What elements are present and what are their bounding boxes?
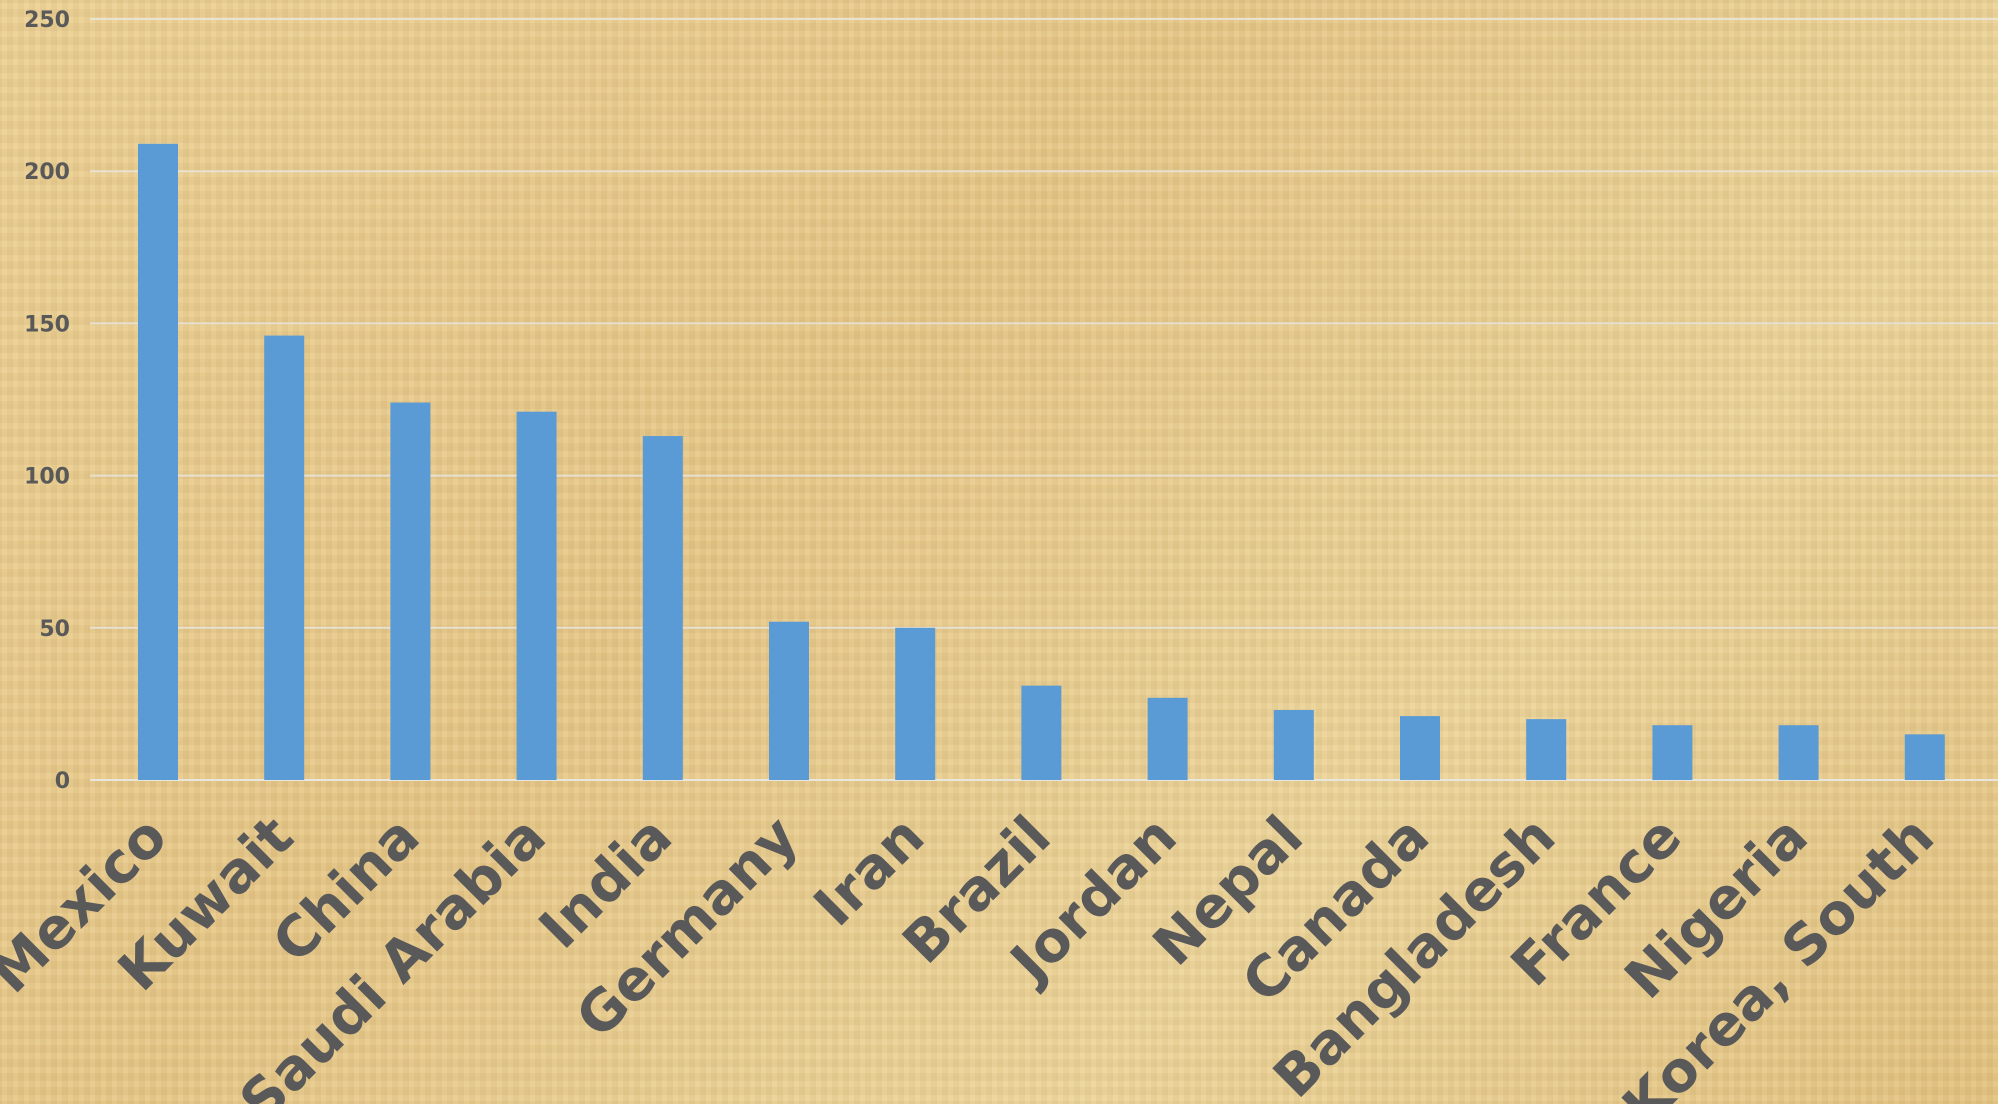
bar-jordan bbox=[1147, 697, 1188, 780]
bar-india bbox=[642, 436, 683, 780]
bar-nepal bbox=[1273, 709, 1314, 780]
bar-china bbox=[390, 402, 431, 780]
y-tick-label: 200 bbox=[24, 160, 70, 185]
y-tick-label: 250 bbox=[24, 8, 70, 33]
y-tick-label: 150 bbox=[24, 312, 70, 337]
y-tick-label: 0 bbox=[55, 769, 70, 794]
gridlines bbox=[90, 18, 1998, 781]
bar-bangladesh bbox=[1526, 719, 1567, 780]
bar-brazil bbox=[1021, 685, 1062, 780]
bar-kuwait bbox=[264, 335, 305, 780]
bar-mexico bbox=[138, 143, 178, 780]
y-axis-tick-labels: 0 50 100 150 200 250 bbox=[24, 8, 70, 794]
bar-germany bbox=[769, 621, 809, 780]
bar-saudi-arabia bbox=[516, 411, 557, 780]
bar-nigeria bbox=[1778, 725, 1819, 780]
bar-france bbox=[1652, 725, 1693, 780]
bar-canada bbox=[1400, 716, 1440, 780]
bar-korea-south bbox=[1904, 734, 1945, 780]
y-tick-label: 100 bbox=[24, 465, 70, 490]
bar-iran bbox=[895, 627, 936, 780]
bars bbox=[138, 143, 1945, 780]
y-tick-label: 50 bbox=[39, 617, 70, 642]
